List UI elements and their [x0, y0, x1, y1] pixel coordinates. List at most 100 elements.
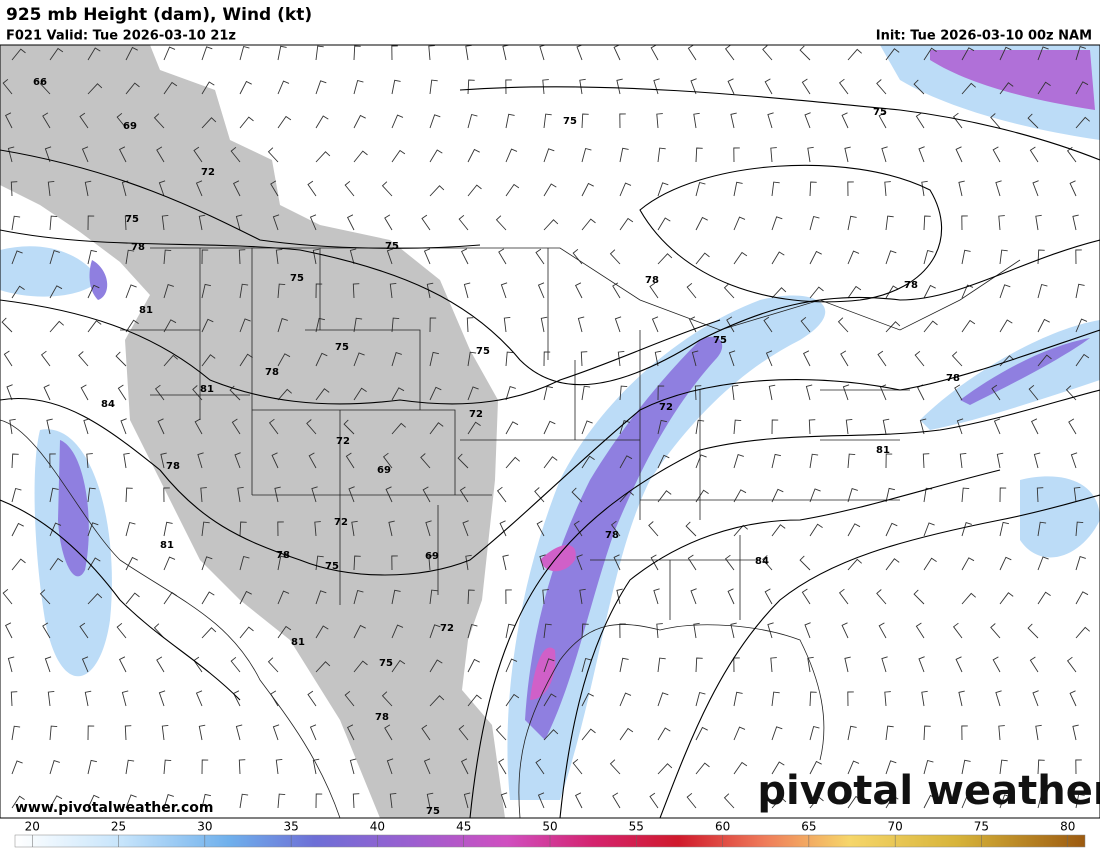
contour-label: 69 — [377, 465, 391, 476]
wind-barb — [79, 112, 89, 129]
boundaries — [0, 247, 1021, 818]
wind-barb — [467, 623, 478, 639]
wind-barb — [695, 489, 709, 503]
wind-barb — [728, 350, 736, 367]
wind-barb — [87, 215, 95, 231]
height-contours — [0, 86, 1100, 818]
wind-barb — [885, 558, 900, 571]
wind-barb — [731, 384, 739, 401]
wind-barb — [463, 282, 471, 299]
wind-barb — [201, 249, 209, 265]
wind-barb — [239, 353, 253, 367]
wind-barb — [502, 45, 509, 61]
wind-barb — [237, 486, 244, 503]
wind-barb — [382, 452, 393, 469]
wind-barb — [315, 151, 331, 163]
wind-barb — [539, 554, 546, 571]
wind-barb — [11, 487, 22, 503]
wind-barb — [961, 284, 974, 299]
wind-barb — [581, 657, 592, 673]
wind-barb — [885, 760, 897, 775]
wind-barb — [49, 47, 64, 61]
wind-barb — [1069, 690, 1077, 707]
wind-barb — [125, 794, 137, 809]
wind-barb — [612, 282, 621, 299]
wind-barb — [876, 79, 887, 95]
wind-barb — [467, 386, 479, 401]
wind-barb — [999, 794, 1011, 809]
wind-barb — [315, 80, 327, 95]
wind-barb — [11, 250, 23, 265]
wind-barb — [838, 588, 849, 605]
wind-barb — [230, 146, 241, 163]
wind-barb — [1075, 283, 1085, 299]
wind-barb — [353, 589, 364, 605]
wind-barb — [921, 180, 928, 197]
contour-label: 75 — [873, 107, 887, 118]
wind-barb — [995, 690, 1002, 707]
wind-barb — [429, 317, 437, 333]
colorbar-tick-label: 20 — [25, 820, 40, 834]
wind-barb — [3, 350, 13, 367]
wind-barb — [923, 759, 934, 775]
wind-barb — [353, 150, 368, 163]
wind-barb — [847, 523, 861, 537]
wind-barb — [799, 45, 811, 61]
wind-barb — [391, 114, 404, 129]
wind-barb — [311, 486, 318, 503]
wind-barb — [315, 352, 328, 367]
wind-barb — [277, 625, 292, 639]
wind-barb — [1075, 793, 1085, 809]
wind-barb — [581, 623, 589, 639]
wind-barb — [429, 624, 441, 639]
wind-barb — [1037, 793, 1048, 809]
wind-barb — [315, 625, 329, 639]
wind-barb — [125, 249, 135, 265]
colorbar-tick-label: 40 — [370, 820, 385, 834]
wind-barb — [656, 623, 663, 639]
wind-barb — [610, 520, 621, 537]
wind-barb — [272, 724, 280, 741]
wind-barb — [505, 623, 515, 639]
wind-barb — [574, 792, 583, 809]
wind-barb — [1066, 656, 1077, 673]
wind-barb — [879, 384, 887, 401]
wind-barb — [799, 555, 811, 571]
wind-barb — [842, 384, 850, 401]
wind-barb — [543, 658, 555, 673]
wind-barb — [727, 588, 735, 605]
colorbar-tick-label: 45 — [456, 820, 471, 834]
wind-barb — [425, 520, 432, 537]
contour-label: 81 — [876, 445, 890, 456]
colorbar-tick-label: 35 — [283, 820, 298, 834]
wind-barb — [952, 112, 963, 129]
wind-barb — [1075, 591, 1089, 605]
wind-barb — [161, 724, 169, 741]
wind-barb — [43, 384, 51, 401]
wind-barb — [686, 282, 697, 299]
wind-barb — [762, 45, 773, 61]
wind-barb — [230, 656, 241, 673]
wind-barb — [690, 588, 697, 605]
wind-barb — [239, 283, 249, 299]
wind-barb — [767, 112, 774, 129]
wind-barb — [657, 692, 669, 707]
wind-barb — [724, 554, 735, 571]
wind-barb — [353, 317, 363, 333]
wind-barb — [163, 556, 176, 571]
wind-barb — [581, 728, 596, 741]
wind-barb — [386, 248, 394, 265]
wind-barb — [543, 113, 552, 129]
wind-barb — [384, 214, 393, 231]
wind-barb — [771, 797, 787, 809]
wind-barb — [961, 522, 972, 537]
contour-label: 81 — [291, 637, 305, 648]
wind-barb — [616, 588, 623, 605]
colorbar-tick-label: 65 — [801, 820, 816, 834]
wind-barb — [990, 113, 1001, 129]
wind-barb — [385, 486, 393, 503]
wind-barb — [344, 180, 355, 197]
wind-barb — [84, 690, 92, 707]
wind-barb — [117, 384, 127, 401]
